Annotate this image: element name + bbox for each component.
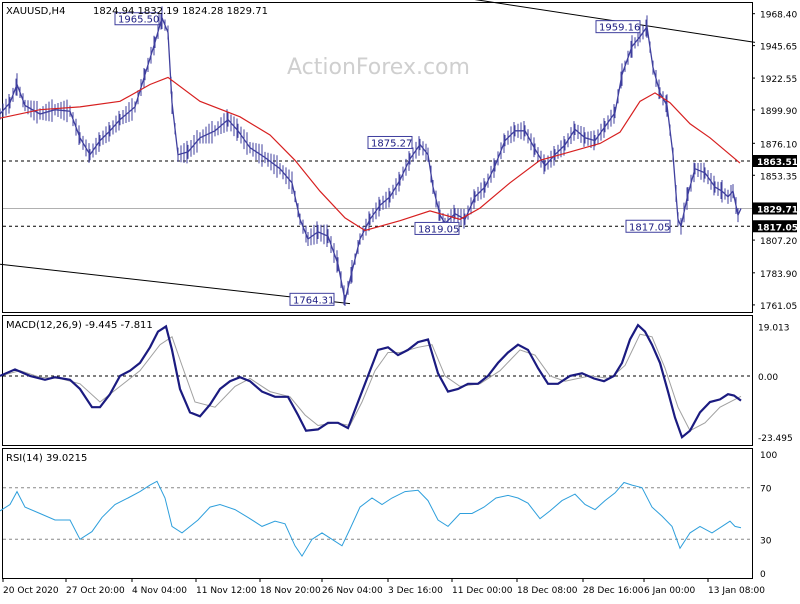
macd-y-tick-label: 19.013	[758, 323, 790, 333]
price-y-tick-label: 1945.65	[760, 43, 797, 53]
price-level-tag	[753, 202, 797, 215]
annotation-label: 1819.05	[418, 224, 459, 235]
rsi-line	[0, 480, 742, 558]
price-y-tick-label: 1899.90	[760, 107, 797, 117]
moving-average-series	[0, 76, 741, 232]
macd-y-tick-label: -23.495	[758, 434, 793, 444]
annotation-label: 1764.31	[293, 295, 334, 306]
x-tick-label: 4 Nov 04:00	[132, 586, 187, 596]
x-tick-label: 3 Dec 16:00	[388, 586, 443, 596]
x-tick-label: 6 Jan 00:00	[644, 586, 696, 596]
price-y-tick-label: 1876.10	[760, 140, 797, 150]
rsi-y-tick-label: 30	[760, 536, 772, 546]
chart-ohlc: 1824.94 1832.19 1824.28 1829.71	[93, 6, 268, 17]
price-level-tag	[753, 154, 797, 167]
y-axis-labels: 1968.40 1945.65 1922.55 1899.90 1876.10 1853.…	[752, 11, 798, 312]
rsi-title: RSI(14) 39.0215	[6, 453, 87, 464]
annotation-box	[625, 219, 671, 233]
macd-panel-frame	[2, 315, 753, 446]
macd-signal-line	[0, 333, 742, 432]
rsi-panel-frame	[2, 448, 753, 579]
price-y-tick-label: 1853.35	[760, 172, 797, 182]
x-tick-label: 28 Dec 16:00	[583, 586, 644, 596]
annotation-label: 1875.27	[371, 138, 412, 149]
price-y-tick-label: 1968.40	[760, 11, 797, 21]
x-tick-label: 11 Nov 12:00	[196, 586, 257, 596]
macd-line	[0, 323, 742, 440]
watermark: ActionForex.com	[287, 55, 470, 80]
x-tick-label: 26 Nov 04:00	[322, 586, 383, 596]
price-level-label: 1863.51	[757, 158, 798, 168]
moving-average-line	[0, 76, 741, 232]
annotation-box	[114, 12, 160, 26]
annotation-box	[289, 292, 335, 306]
annotation-label: 1817.05	[629, 222, 670, 233]
price-panel-frame	[2, 2, 753, 313]
price-series	[0, 6, 742, 306]
macd-series: 19.013 0.00 -23.495	[0, 323, 793, 444]
price-y-tick-label: 1807.20	[760, 237, 797, 247]
price-y-tick-label: 1783.90	[760, 270, 797, 280]
price-annotations: 1965.50 1959.16 1875.27 1819.05 1817.05 1764.…	[114, 12, 671, 306]
annotation-label: 1959.16	[599, 23, 640, 34]
price-y-tick-label: 1922.55	[760, 75, 797, 85]
channel-lines	[0, 0, 756, 305]
x-axis-labels: 20 Oct 2020 27 Oct 20:00 4 Nov 04:00 11 Nov…	[2, 578, 765, 596]
rsi-series: 100 70 30 0	[0, 451, 777, 580]
price-level-label: 1817.05	[757, 223, 798, 233]
macd-title: MACD(12,26,9) -9.445 -7.811	[6, 320, 153, 331]
annotation-box	[595, 20, 641, 34]
price-y-tick-label: 1761.05	[760, 302, 797, 312]
rsi-y-tick-label: 100	[760, 451, 777, 461]
annotation-box	[414, 221, 460, 235]
rsi-y-tick-label: 70	[760, 485, 772, 495]
x-tick-label: 18 Dec 08:00	[517, 586, 578, 596]
macd-y-tick-label: 0.00	[758, 373, 778, 383]
x-tick-label: 27 Oct 20:00	[66, 586, 125, 596]
rsi-y-tick-label: 0	[760, 570, 766, 580]
annotation-label: 1965.50	[118, 15, 159, 26]
x-tick-label: 20 Oct 2020	[3, 586, 59, 596]
x-tick-label: 18 Nov 20:00	[260, 586, 321, 596]
annotation-box	[367, 135, 413, 149]
horizontal-levels	[3, 160, 752, 227]
x-tick-label: 11 Dec 00:00	[452, 586, 513, 596]
x-tick-label: 13 Jan 08:00	[708, 586, 765, 596]
price-level-tag	[753, 220, 797, 233]
chart-symbol: XAUUSD,H4	[6, 6, 65, 17]
price-level-label: 1829.71	[757, 205, 798, 215]
